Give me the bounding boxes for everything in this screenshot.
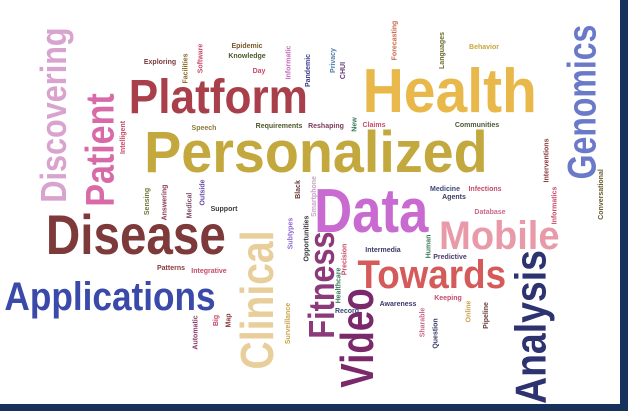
word-sharable: Sharable (419, 307, 427, 337)
word-intelligent: Intelligent (120, 120, 128, 154)
word-health: Health (362, 57, 538, 126)
word-forecasting: Forecasting (391, 20, 399, 60)
word-pipeline: Pipeline (482, 301, 490, 329)
word-database: Database (474, 208, 506, 216)
word-applications: Applications (4, 275, 216, 319)
word-mobile: Mobile (438, 214, 560, 258)
word-genomics: Genomics (561, 24, 605, 180)
word-opportunities: Opportunities (303, 215, 311, 261)
word-surveillance: Surveillance (285, 302, 293, 344)
word-intermedia: Intermedia (365, 246, 401, 254)
word-informatic: Informatic (285, 45, 293, 79)
word-question: Question (432, 317, 440, 349)
word-black: Black (294, 179, 302, 199)
word-disease: Disease (46, 203, 226, 266)
word-pandemic: Pandemic (305, 53, 313, 87)
word-patient: Patient (78, 93, 123, 207)
word-agents: Agents (442, 193, 466, 201)
word-chui: CHUI (340, 61, 348, 79)
word-patterns: Patterns (156, 264, 185, 272)
word-automatic: Automatic (192, 314, 200, 350)
word-behavior: Behavior (469, 43, 499, 51)
word-software: Software (197, 43, 205, 73)
word-smartphone: Smartphone (310, 175, 318, 217)
word-exploring: Exploring (143, 58, 177, 66)
word-privacy: Privacy (329, 47, 337, 73)
word-subtypes: Subtypes (287, 217, 295, 249)
word-online: Online (465, 300, 473, 322)
word-predictive: Predictive (433, 253, 467, 261)
word-informatics: Informatics (551, 186, 559, 224)
word-record: Record (334, 307, 360, 315)
word-personalized: Personalized (144, 120, 488, 185)
word-discovering: Discovering (33, 27, 75, 203)
word-platform: Platform (128, 71, 308, 124)
word-towards: Towards (357, 253, 507, 297)
word-languages: Languages (438, 31, 446, 69)
word-data: Data (313, 177, 429, 246)
word-reshaping: Reshaping (308, 122, 344, 130)
word-new: New (351, 116, 359, 132)
word-conversational: Conversational (597, 168, 605, 220)
word-speech: Speech (191, 124, 217, 132)
word-medical: Medical (186, 192, 194, 218)
word-outside: Outside (199, 178, 207, 206)
word-facilities: Facilities (182, 53, 190, 83)
word-integrative: Integrative (191, 267, 227, 275)
word-human: Human (425, 234, 433, 258)
word-answering: Answering (161, 184, 169, 220)
word-analysis: Analysis (505, 250, 555, 404)
word-precision: Precision (341, 243, 349, 275)
word-keeping: Keeping (434, 294, 462, 302)
word-infections: Infections (468, 185, 502, 193)
word-map: Map (225, 313, 233, 327)
word-communities: Communities (454, 121, 500, 129)
word-support: Support (210, 205, 238, 213)
word-requirements: Requirements (255, 122, 303, 130)
word-knowledge: Knowledge (228, 52, 266, 60)
word-healthcare: Healthcare (335, 267, 343, 303)
word-medicine: Medicine (430, 185, 460, 193)
word-day: Day (252, 67, 266, 75)
word-interventions: Interventions (543, 138, 551, 182)
word-sensing: Sensing (144, 187, 152, 215)
word-awareness: Awareness (379, 300, 417, 308)
word-clinical: Clinical (230, 230, 283, 370)
word-big: Big (213, 314, 221, 326)
word-claims: Claims (362, 121, 386, 129)
word-epidemic: Epidemic (231, 42, 263, 50)
